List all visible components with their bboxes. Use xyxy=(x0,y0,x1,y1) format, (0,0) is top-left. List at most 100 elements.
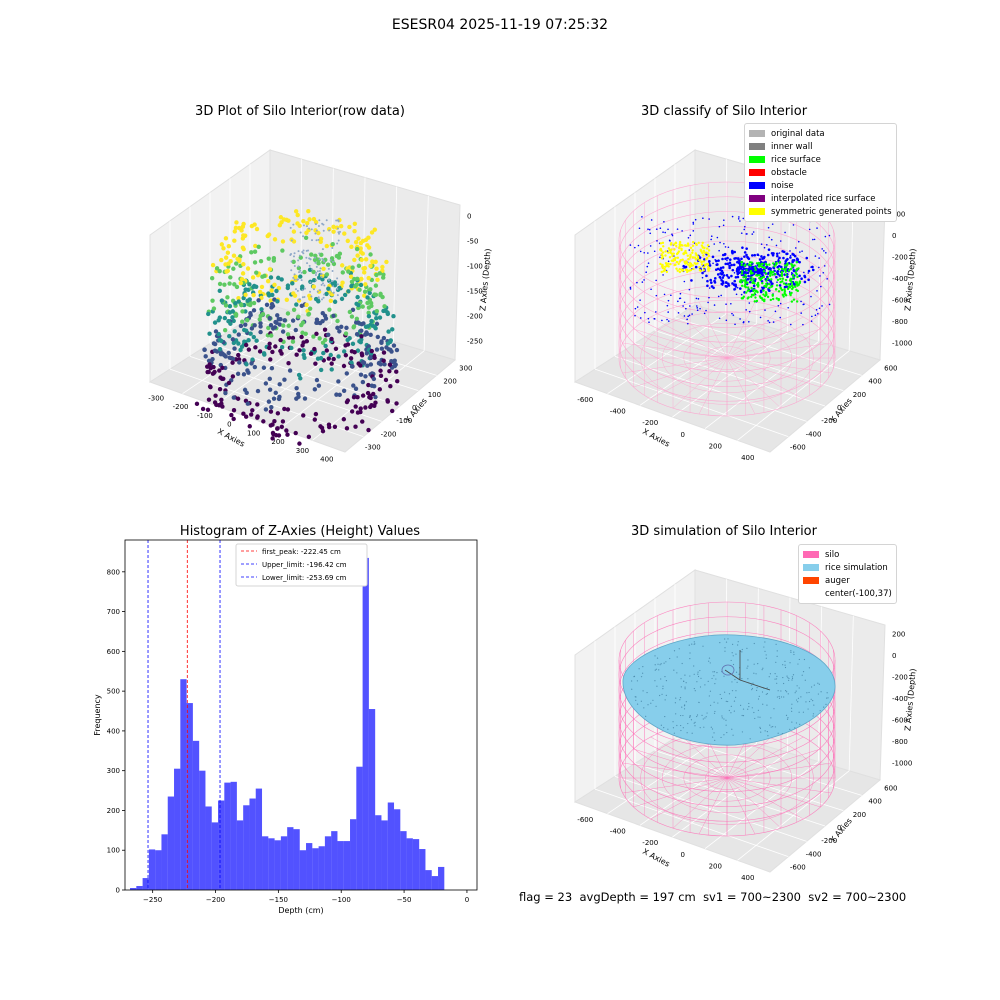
rice-surface-point xyxy=(698,701,700,703)
rice-surface-point xyxy=(736,681,738,683)
rice-surface-point xyxy=(766,731,768,733)
rice-surface-point xyxy=(682,727,684,729)
cls-rice-point xyxy=(748,261,752,264)
raw-point xyxy=(323,343,328,349)
cls-xlabel: X Axies xyxy=(641,427,671,449)
cls-noise-point xyxy=(662,231,664,233)
rice-surface-point xyxy=(725,641,728,643)
cls-ytick: 600 xyxy=(884,365,897,373)
rice-surface-point xyxy=(769,724,771,726)
cls-floor-spoke xyxy=(698,357,728,415)
raw-point xyxy=(336,219,339,222)
raw-point xyxy=(312,346,317,352)
raw-point xyxy=(241,233,246,238)
rice-surface-point xyxy=(701,714,703,717)
cls-noise-point xyxy=(689,305,691,307)
cls-symmetric-point xyxy=(702,260,706,263)
raw-point xyxy=(280,248,285,253)
classify-plot-title: 3D classify of Silo Interior xyxy=(640,104,808,119)
raw-point xyxy=(368,300,374,306)
raw-point xyxy=(284,428,289,433)
raw-point xyxy=(285,332,291,337)
sv2-text: sv2 = 700~2300 xyxy=(808,890,907,904)
cls-noise-point xyxy=(748,302,751,304)
raw-point xyxy=(239,344,245,349)
raw-point xyxy=(307,267,313,272)
rice-surface-point xyxy=(776,682,778,684)
rice-surface-point xyxy=(658,669,660,671)
rice-surface-point xyxy=(647,704,649,706)
raw-point xyxy=(319,425,325,431)
cls-symmetric-point xyxy=(691,240,695,244)
cls-ztick: -400 xyxy=(892,275,908,283)
raw-point xyxy=(354,246,360,252)
cls-rice-point xyxy=(780,267,784,271)
rice-surface-point xyxy=(663,727,665,729)
raw-point xyxy=(263,381,269,386)
raw-point xyxy=(272,282,277,288)
raw-point xyxy=(328,352,333,358)
raw-point xyxy=(320,428,326,434)
rice-surface-point xyxy=(714,710,716,713)
rice-surface-point xyxy=(660,678,662,680)
y-tick-label: 600 xyxy=(107,648,120,656)
rice-surface-point xyxy=(684,704,686,706)
cls-symmetric-point xyxy=(675,244,678,248)
raw-point xyxy=(234,261,239,266)
cls-rice-point xyxy=(763,294,767,298)
raw-point xyxy=(307,217,312,222)
cls-noise-point xyxy=(733,288,736,291)
rice-surface-point xyxy=(782,676,784,679)
cls-rice-point xyxy=(788,286,792,289)
cls-rice-point xyxy=(784,278,788,282)
center-marker xyxy=(721,664,735,676)
sim-floor-spoke xyxy=(726,777,832,794)
rice-surface-point xyxy=(804,679,806,681)
rice-surface-point xyxy=(753,663,755,665)
cls-noise-point xyxy=(772,252,775,255)
raw-point xyxy=(379,346,385,351)
figure-title: ESESR04 2025-11-19 07:25:32 xyxy=(391,17,609,33)
raw-point xyxy=(266,399,272,404)
raw-point xyxy=(282,406,287,412)
raw-point xyxy=(306,262,309,265)
cls-symmetric-point xyxy=(661,264,664,267)
cls-symmetric-point xyxy=(671,254,674,258)
cls-noise-point xyxy=(686,318,688,321)
sim-ytick: -600 xyxy=(790,863,806,871)
rice-surface-point xyxy=(678,648,680,650)
cls-noise-point xyxy=(716,236,719,239)
rice-surface-point xyxy=(711,677,713,680)
raw-point xyxy=(332,291,335,294)
raw-point xyxy=(377,271,382,276)
raw-point xyxy=(286,218,291,223)
cls-rice-point xyxy=(783,289,787,293)
cls-noise-point xyxy=(797,240,800,243)
cls-symmetric-point xyxy=(659,262,662,266)
cls-noise-point xyxy=(708,296,710,299)
raw-point xyxy=(313,361,318,366)
raw-point xyxy=(232,229,237,234)
raw-point xyxy=(274,288,279,294)
legend-label: silo xyxy=(825,549,840,560)
raw-point xyxy=(243,414,249,419)
raw-point xyxy=(212,369,217,375)
rice-surface-point xyxy=(803,658,806,661)
raw-point xyxy=(290,260,293,263)
cls-rice-point xyxy=(782,282,786,285)
raw-point xyxy=(219,298,225,303)
sim-ytick: -400 xyxy=(806,850,822,858)
sim-floor-spoke xyxy=(672,777,728,829)
cls-symmetric-point xyxy=(675,252,679,256)
raw-point xyxy=(315,265,318,268)
raw-point xyxy=(331,280,334,283)
raw-point xyxy=(222,315,228,321)
cls-symmetric-point xyxy=(664,265,667,268)
raw-point xyxy=(318,355,324,361)
cls-symmetric-point xyxy=(705,247,709,250)
raw-point xyxy=(321,266,326,271)
raw-plot-title: 3D Plot of Silo Interior(row data) xyxy=(195,104,405,119)
raw-point xyxy=(276,316,281,322)
raw-point xyxy=(253,345,258,350)
raw-point xyxy=(270,430,276,436)
